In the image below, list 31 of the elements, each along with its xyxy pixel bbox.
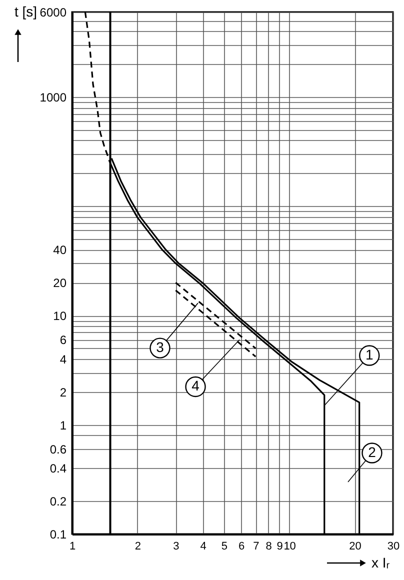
y-tick-label: 20 [53, 276, 67, 290]
x-tick-label: 2 [134, 540, 141, 552]
y-axis-title: t [s] [14, 4, 38, 20]
x-tick-label: 5 [221, 540, 228, 552]
y-tick-label: 4 [60, 352, 67, 366]
y-tick-label: 0.1 [50, 528, 67, 542]
x-tick-label: 4 [200, 540, 206, 552]
y-tick-label: 40 [53, 243, 67, 258]
y-tick-label: 0.2 [50, 494, 67, 509]
x-tick-label: 20 [349, 540, 362, 552]
y-tick-label: 1000 [40, 90, 67, 105]
y-tick-label: 1 [60, 418, 67, 432]
x-tick-label: 8 [266, 540, 272, 552]
y-tick-label: 6 [60, 333, 67, 348]
y-tick-label: 0.4 [50, 462, 67, 476]
x-tick-label: 1 [69, 540, 76, 552]
x-tick-label: 9 [276, 540, 283, 552]
annotation: 2 [368, 444, 376, 460]
annotation: 4 [192, 378, 200, 394]
y-tick-label: 2 [60, 385, 67, 400]
x-tick-label: 10 [284, 540, 296, 552]
y-tick-label: 10 [53, 309, 67, 324]
annotation: 3 [156, 339, 164, 356]
y-tick-label: 6000 [40, 6, 67, 20]
y-tick-label: 0.6 [50, 442, 67, 456]
x-tick-label: 6 [238, 540, 245, 552]
x-tick-label: 30 [387, 540, 400, 552]
x-axis-title: x Iᵣ [372, 554, 390, 570]
x-tick-label: 7 [253, 540, 260, 552]
annotation: 1 [365, 346, 374, 363]
x-tick-label: 3 [173, 540, 180, 552]
